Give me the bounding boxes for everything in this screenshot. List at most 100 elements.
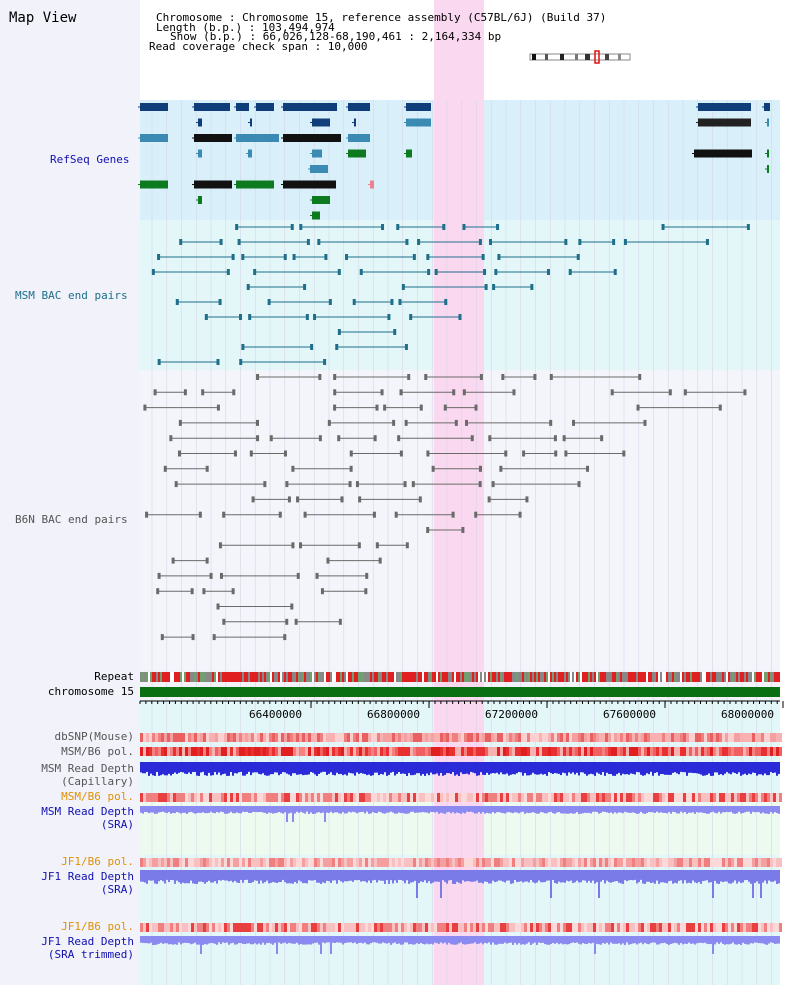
jf1-depth-bar: [150, 870, 152, 881]
track-label-b6n-bac[interactable]: B6N BAC end pairs: [15, 513, 128, 526]
jf1-trim-depth-bar: [186, 936, 188, 943]
msm-sra-depth-bar: [202, 806, 204, 813]
pol-cell: [725, 793, 728, 802]
pol-cell: [722, 858, 725, 867]
pol-cell: [419, 923, 422, 932]
pol-cell: [215, 793, 218, 802]
pol-cell: [389, 793, 392, 802]
track-label-jf1-depth[interactable]: JF1 Read Depth: [41, 870, 134, 883]
track-label-msm-depth-sra[interactable]: MSM Read Depth: [41, 805, 134, 818]
msm-sra-depth-bar: [218, 806, 220, 813]
pol-cell: [647, 923, 650, 932]
track-label-jf1-b6-pol[interactable]: JF1/B6 pol.: [61, 855, 134, 868]
b6n-bac-pair-end: [216, 404, 220, 411]
jf1-trim-depth-bar: [224, 936, 226, 943]
jf1-trim-depth-bar: [474, 936, 476, 943]
pol-cell: [434, 923, 437, 932]
msm-sra-depth-bar: [274, 806, 276, 814]
dbsnp-cell: [572, 733, 575, 742]
msm-depth-bar: [722, 762, 724, 776]
jf1-trim-depth-bar: [408, 936, 410, 945]
repeat-block: [496, 672, 498, 682]
track-label-msm-bac[interactable]: MSM BAC end pairs: [15, 289, 128, 302]
dbsnp-cell: [245, 733, 248, 742]
jf1-trim-depth-bar: [690, 936, 692, 944]
track-label-msm-b6-pol-sra[interactable]: MSM/B6 pol.: [61, 790, 134, 803]
msm-depth-bar: [400, 762, 402, 774]
repeat-block: [684, 672, 686, 682]
jf1-depth-bar: [618, 870, 620, 883]
pol-cell: [632, 747, 635, 756]
jf1-depth-bar: [704, 870, 706, 881]
track-label-dbsnp[interactable]: dbSNP(Mouse): [54, 730, 134, 743]
pol-cell: [467, 858, 470, 867]
jf1-depth-bar: [718, 870, 720, 884]
msm-sra-depth-bar: [748, 806, 750, 812]
jf1-trim-depth-bar: [596, 936, 598, 944]
dbsnp-cell: [458, 733, 461, 742]
pol-cell: [419, 858, 422, 867]
repeat-block: [654, 672, 656, 682]
pol-cell: [239, 858, 242, 867]
msm-depth-bar: [744, 762, 746, 774]
pol-cell: [149, 923, 152, 932]
msm-bac-pair-end: [237, 239, 241, 245]
track-label-jf1-b6-pol-trim[interactable]: JF1/B6 pol.: [61, 920, 134, 933]
msm-sra-depth-bar: [730, 806, 732, 812]
msm-sra-depth-bar: [684, 806, 686, 812]
pol-cell: [248, 923, 251, 932]
dbsnp-cell: [161, 733, 164, 742]
repeat-block: [170, 672, 172, 682]
track-label-jf1-depth-trim[interactable]: JF1 Read Depth: [41, 935, 134, 948]
jf1-trim-depth-bar: [742, 936, 744, 943]
dbsnp-cell: [395, 733, 398, 742]
msm-depth-bar: [162, 762, 164, 775]
msm-sra-depth-bar: [332, 806, 334, 814]
repeat-block: [250, 672, 252, 682]
jf1-trim-depth-bar: [458, 936, 460, 944]
jf1-depth-bar: [398, 870, 400, 880]
repeat-block: [152, 672, 154, 682]
jf1-trim-depth-bar: [720, 936, 722, 943]
msm-sra-depth-bar: [542, 806, 544, 813]
jf1-depth-bar: [264, 870, 266, 883]
msm-depth-bar: [614, 762, 616, 776]
pol-cell: [248, 793, 251, 802]
jf1-trim-depth-bar: [294, 936, 296, 944]
repeat-block: [544, 672, 546, 682]
pol-cell: [731, 858, 734, 867]
track-label-msm-depth-cap[interactable]: MSM Read Depth: [41, 762, 134, 775]
jf1-depth-bar: [434, 870, 436, 882]
pol-cell: [380, 923, 383, 932]
jf1-depth-bar: [194, 870, 196, 884]
dbsnp-cell: [356, 733, 359, 742]
msm-depth-bar: [466, 762, 468, 774]
jf1-trim-depth-bar: [714, 936, 716, 945]
b6n-bac-pair-end: [394, 511, 398, 518]
dbsnp-cell: [743, 733, 746, 742]
repeat-block: [264, 672, 266, 682]
pol-cell: [227, 923, 230, 932]
pol-cell: [770, 923, 773, 932]
dbsnp-cell: [692, 733, 695, 742]
dbsnp-cell: [761, 733, 764, 742]
msm-depth-bar: [726, 762, 728, 773]
pol-cell: [278, 923, 281, 932]
jf1-depth-bar: [562, 870, 564, 883]
dbsnp-cell: [290, 733, 293, 742]
jf1-trim-depth-bar: [388, 936, 390, 943]
msm-sra-depth-bar: [154, 806, 156, 814]
pol-cell: [428, 793, 431, 802]
msm-depth-bar: [356, 762, 358, 773]
jf1-trim-depth-bar: [242, 936, 244, 944]
msm-depth-bar: [304, 762, 306, 775]
jf1-trim-depth-bar: [686, 936, 688, 944]
track-label-refseq[interactable]: RefSeq Genes: [50, 153, 130, 166]
track-label-msm-b6-pol[interactable]: MSM/B6 pol.: [61, 745, 134, 758]
chromosome-bar: [140, 687, 780, 697]
pol-cell: [263, 747, 266, 756]
chromosome-info: Chromosome : Chromosome 15, reference as…: [156, 11, 607, 24]
jf1-depth-bar: [470, 870, 472, 882]
pol-cell: [506, 793, 509, 802]
